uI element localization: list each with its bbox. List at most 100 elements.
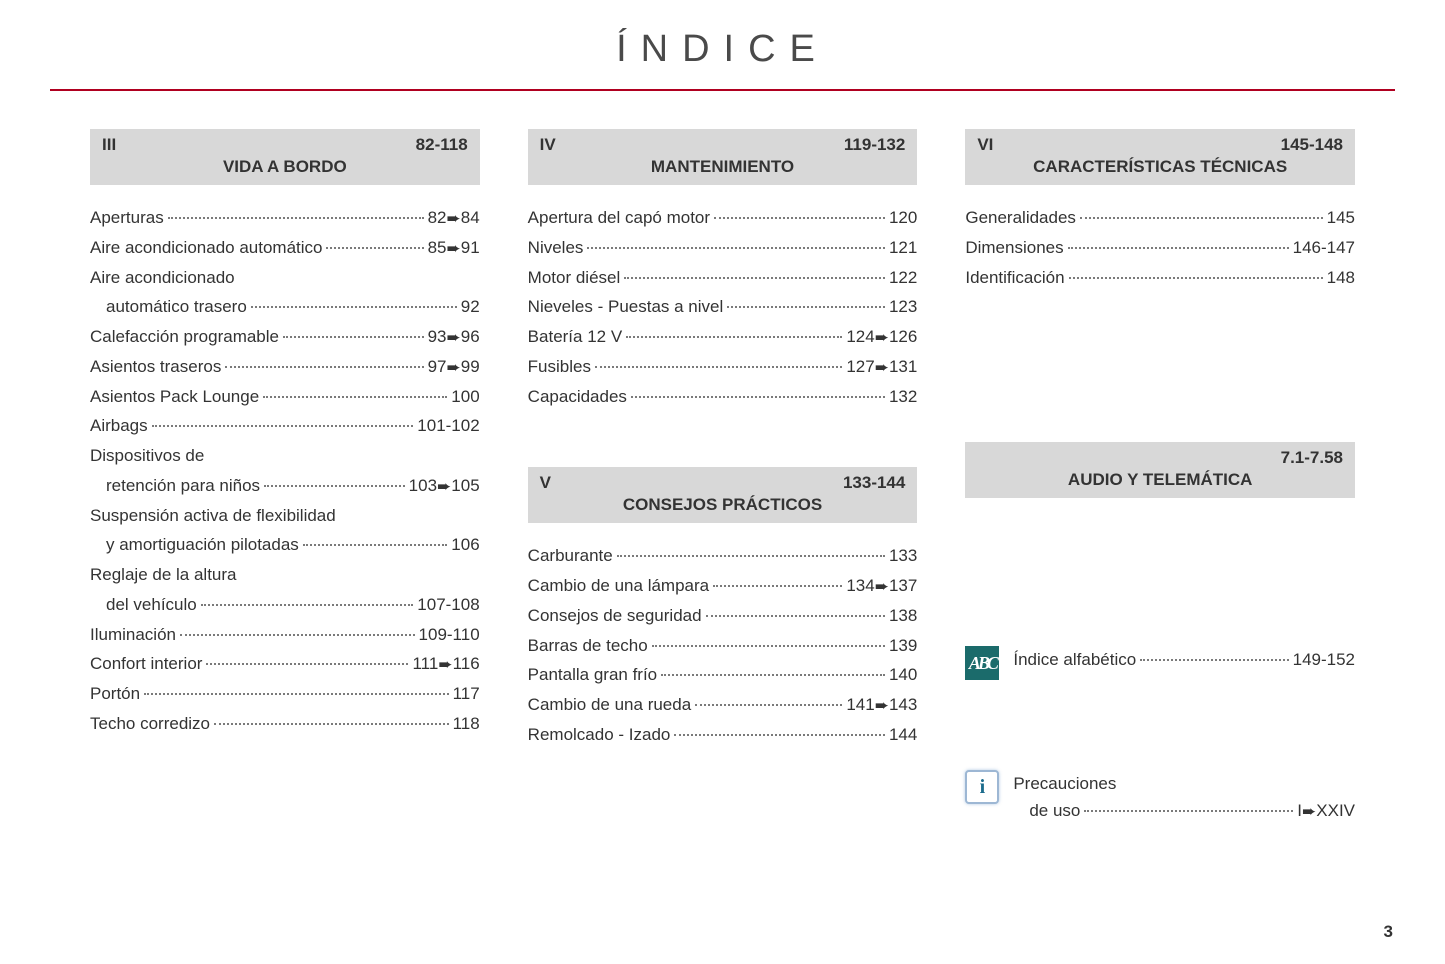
- leader-dots: [214, 723, 449, 725]
- leader-dots: [152, 425, 414, 427]
- toc-entry: Confort interior 111➨116: [90, 649, 480, 679]
- leader-dots: [595, 366, 842, 368]
- toc-pages: 146-147: [1293, 233, 1355, 263]
- leader-dots: [695, 704, 842, 706]
- toc-pages: 132: [889, 382, 917, 412]
- leader-dots: [727, 306, 885, 308]
- section-numeral: V: [540, 473, 551, 493]
- leader-dots: [624, 277, 885, 279]
- leader-dots: [144, 693, 448, 695]
- toc-entry: Aire acondicionadoautomático trasero 92: [90, 263, 480, 323]
- toc-label: Portón: [90, 679, 140, 709]
- toc-label: Identificación: [965, 263, 1064, 293]
- toc-pages: 145: [1327, 203, 1355, 233]
- toc-entry: Cambio de una lámpara 134➨137: [528, 571, 918, 601]
- toc-label: Confort interior: [90, 649, 202, 679]
- toc-pages: 140: [889, 660, 917, 690]
- toc-label: Barras de techo: [528, 631, 648, 661]
- toc-entry: Capacidades 132: [528, 382, 918, 412]
- toc-label-cont: del vehículo: [90, 590, 197, 620]
- toc-label: Asientos Pack Lounge: [90, 382, 259, 412]
- toc-entry: Consejos de seguridad138: [528, 601, 918, 631]
- leader-dots: [1084, 810, 1293, 812]
- extra-entry: i Precaucionesde usoI➨XXIV: [965, 770, 1355, 824]
- toc-entry: Barras de techo 139: [528, 631, 918, 661]
- section-range: 82-118: [416, 135, 468, 155]
- toc-label: Iluminación: [90, 620, 176, 650]
- toc-pages: 117: [453, 679, 480, 709]
- section-header: III82-118VIDA A BORDO: [90, 129, 480, 185]
- toc-label: Airbags: [90, 411, 148, 441]
- toc-label: Remolcado - Izado: [528, 720, 671, 750]
- toc-pages: 134➨137: [846, 571, 917, 601]
- extra-text: Precaucionesde usoI➨XXIV: [1013, 770, 1355, 824]
- column: IV119-132MANTENIMIENTO Apertura del capó …: [528, 129, 918, 825]
- info-icon: i: [965, 770, 999, 804]
- toc-pages: 148: [1327, 263, 1355, 293]
- toc-entry: Techo corredizo118: [90, 709, 480, 739]
- toc-pages: 109-110: [419, 620, 480, 650]
- toc-label: Suspensión activa de flexibilidad: [90, 501, 480, 531]
- leader-dots: [1069, 277, 1323, 279]
- section-header: IV119-132MANTENIMIENTO: [528, 129, 918, 185]
- toc-entry: Nieveles - Puestas a nivel123: [528, 292, 918, 322]
- section-header: V133-144CONSEJOS PRÁCTICOS: [528, 467, 918, 523]
- toc-pages: I➨XXIV: [1297, 797, 1355, 824]
- toc-entry: Reglaje de la alturadel vehículo 107-108: [90, 560, 480, 620]
- toc-label: Generalidades: [965, 203, 1076, 233]
- leader-dots: [283, 336, 424, 338]
- toc-pages: 122: [889, 263, 917, 293]
- toc-entry: Remolcado - Izado 144: [528, 720, 918, 750]
- toc-entry: Generalidades 145: [965, 203, 1355, 233]
- toc-pages: 123: [889, 292, 917, 322]
- toc-label: Aire acondicionado: [90, 263, 480, 293]
- toc-label-cont: automático trasero: [90, 292, 247, 322]
- section-title: VIDA A BORDO: [102, 157, 468, 177]
- toc-label: Pantalla gran frío: [528, 660, 657, 690]
- section-title: CARACTERÍSTICAS TÉCNICAS: [977, 157, 1343, 177]
- toc-pages: 106: [451, 530, 479, 560]
- extra-text: Índice alfabético149-152: [1013, 646, 1355, 673]
- toc-pages: 100: [451, 382, 479, 412]
- toc-label: Fusibles: [528, 352, 591, 382]
- toc-label: Carburante: [528, 541, 613, 571]
- toc-pages: 149-152: [1293, 646, 1355, 673]
- toc-pages: 82➨84: [428, 203, 480, 233]
- toc-entry: Carburante 133: [528, 541, 918, 571]
- toc-label: Apertura del capó motor: [528, 203, 710, 233]
- toc-pages: 120: [889, 203, 917, 233]
- toc-label-cont: retención para niños: [90, 471, 260, 501]
- toc-pages: 133: [889, 541, 917, 571]
- toc-pages: 107-108: [417, 590, 479, 620]
- toc-entry: Apertura del capó motor 120: [528, 203, 918, 233]
- toc-pages: 111➨116: [412, 649, 479, 679]
- section-numeral: VI: [977, 135, 993, 155]
- toc-pages: 139: [889, 631, 917, 661]
- toc-pages: 141➨143: [846, 690, 917, 720]
- section-header: 7.1-7.58AUDIO Y TELEMÁTICA: [965, 442, 1355, 498]
- toc-label: Capacidades: [528, 382, 627, 412]
- toc-label: Cambio de una lámpara: [528, 571, 709, 601]
- toc-entry: Dimensiones146-147: [965, 233, 1355, 263]
- toc-pages: 144: [889, 720, 917, 750]
- toc-entry: Pantalla gran frío 140: [528, 660, 918, 690]
- leader-dots: [206, 663, 408, 665]
- section-header: VI145-148CARACTERÍSTICAS TÉCNICAS: [965, 129, 1355, 185]
- section-title: AUDIO Y TELEMÁTICA: [977, 470, 1343, 490]
- section-range: 7.1-7.58: [1281, 448, 1343, 468]
- toc-entry: Airbags101-102: [90, 411, 480, 441]
- toc-entry: Cambio de una rueda141➨143: [528, 690, 918, 720]
- section-range: 119-132: [844, 135, 905, 155]
- leader-dots: [180, 634, 415, 636]
- leader-dots: [652, 645, 885, 647]
- toc-pages: 92: [461, 292, 480, 322]
- leader-dots: [1080, 217, 1323, 219]
- leader-dots: [617, 555, 885, 557]
- leader-dots: [713, 585, 842, 587]
- toc-pages: 97➨99: [428, 352, 480, 382]
- toc-label: Reglaje de la altura: [90, 560, 480, 590]
- leader-dots: [1140, 659, 1288, 661]
- leader-dots: [674, 734, 885, 736]
- toc-pages: 118: [453, 709, 480, 739]
- toc-entry: Batería 12 V124➨126: [528, 322, 918, 352]
